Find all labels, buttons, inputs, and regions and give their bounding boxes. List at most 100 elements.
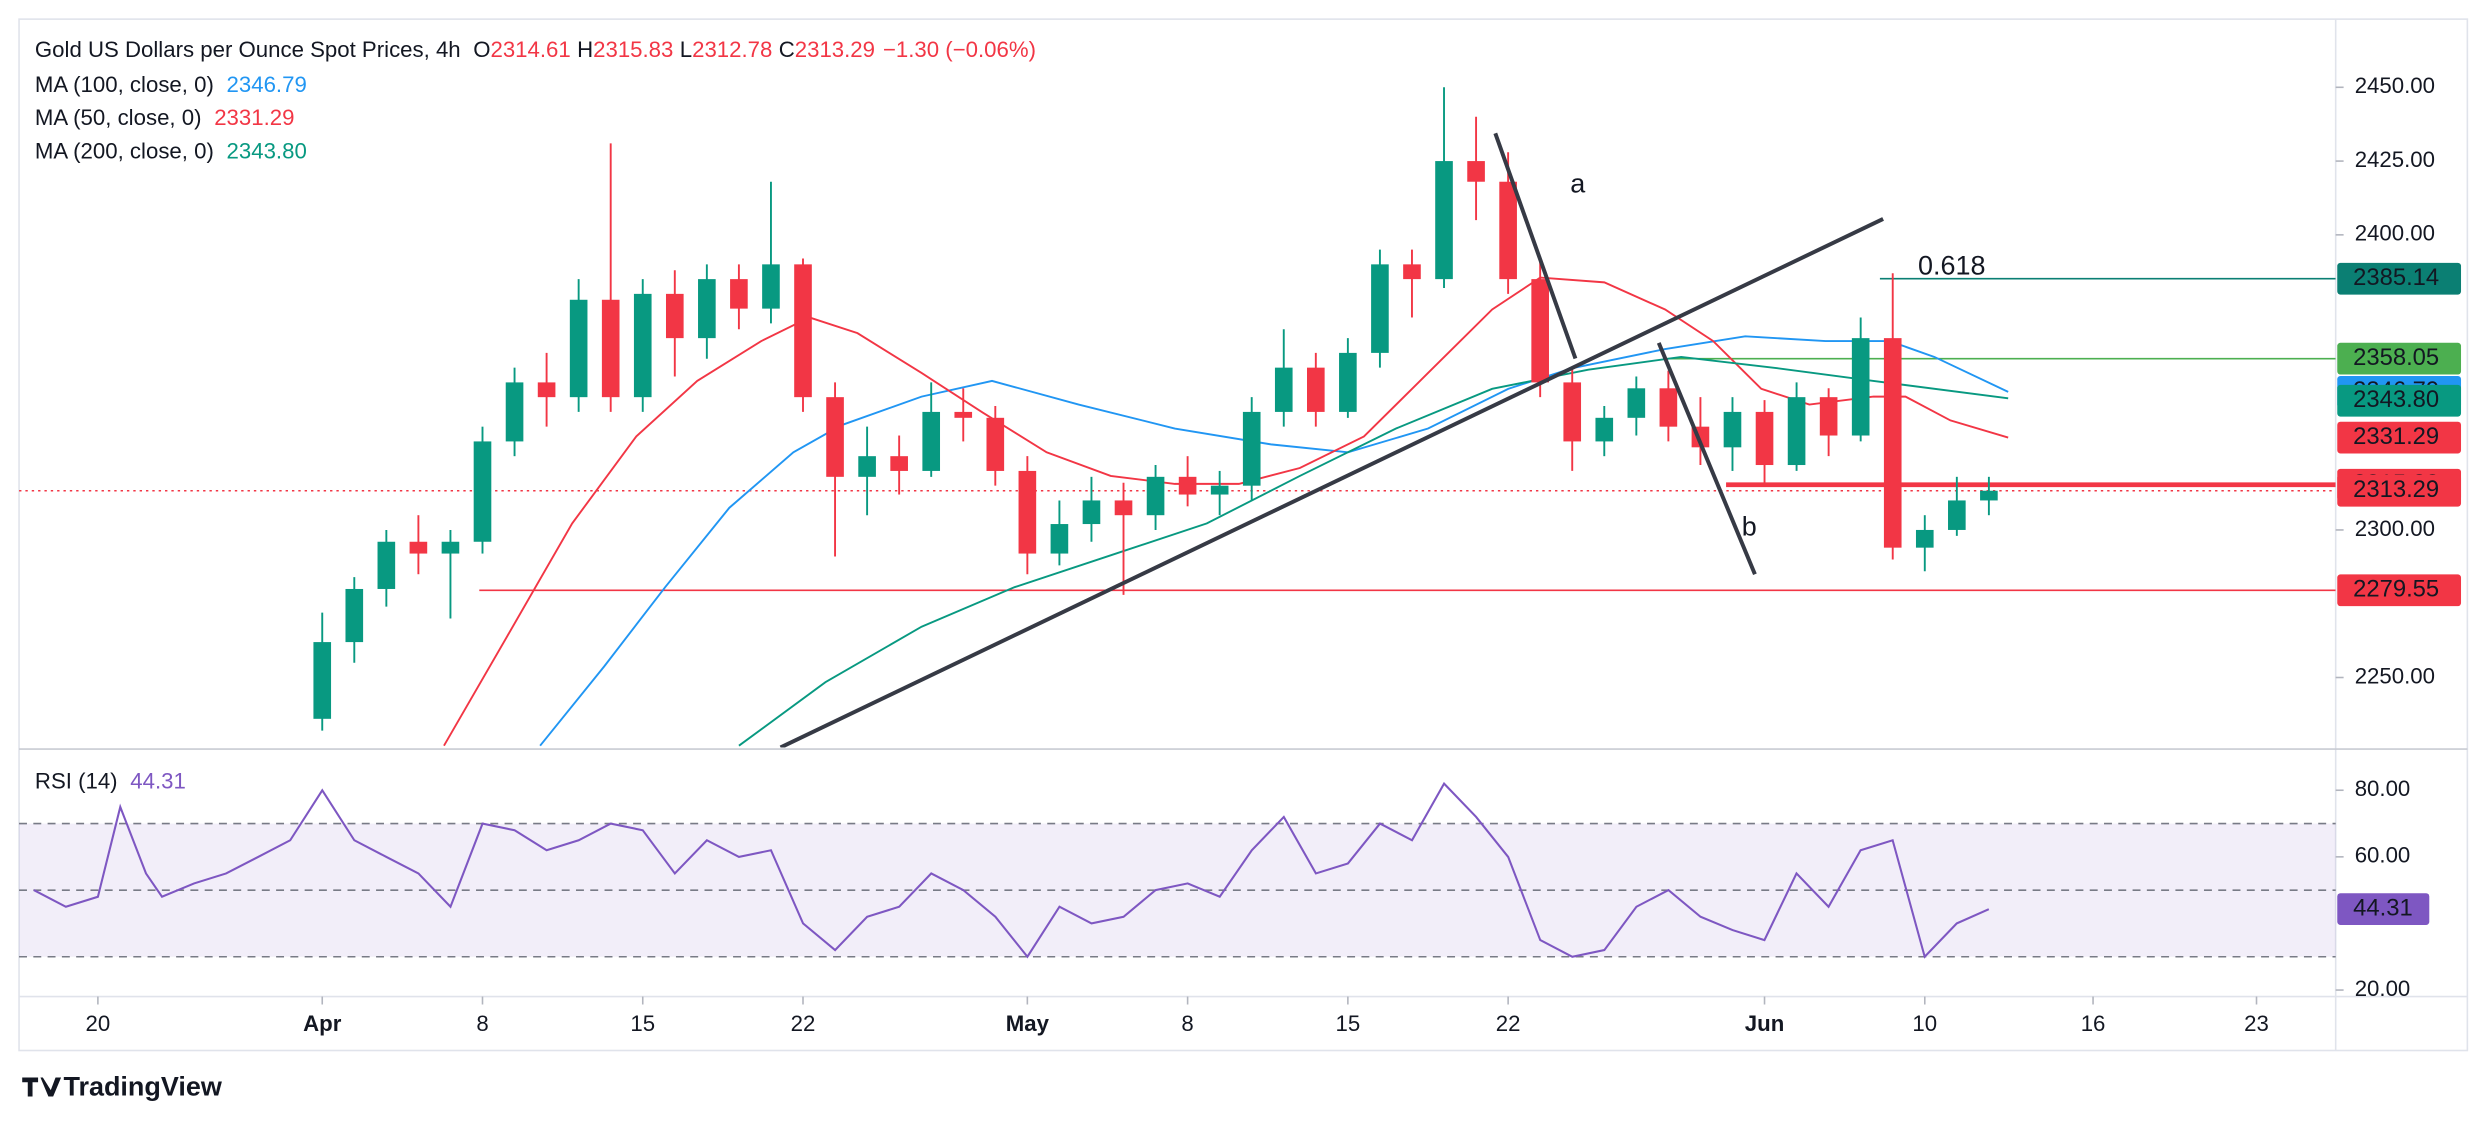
candle-body (1050, 524, 1069, 554)
price-label: 2313.29 (2353, 476, 2439, 503)
level-label: 0.618 (1918, 251, 1986, 281)
x-tick-label: 8 (476, 1011, 488, 1036)
rsi-value: 44.31 (130, 768, 186, 793)
price-label-box (2337, 384, 2462, 417)
candle-body (1114, 500, 1133, 516)
ma-line (539, 335, 2009, 747)
price-label-box (2337, 421, 2462, 454)
candle-body (1178, 476, 1197, 495)
candle-body (1787, 397, 1806, 466)
price-label: 2385.14 (2353, 264, 2439, 291)
ohlc-label: H (577, 37, 593, 62)
candle-body (377, 541, 396, 589)
plot: 0.618 a b 2450.00 2425.00 2400.00 2300.00 2250.… (19, 73, 2462, 1036)
frame (18, 18, 2469, 1052)
candle-body (1755, 411, 1774, 466)
y-tick-label: 2400.00 (2355, 221, 2435, 246)
wave-label: b (1742, 511, 1757, 541)
candle-body (1851, 338, 1870, 436)
candle-body (313, 642, 332, 719)
rsi-line (33, 781, 1990, 959)
candle-body (1499, 181, 1517, 280)
x-tick-label: 22 (791, 1011, 816, 1036)
legend-value: 2331.29 (214, 105, 294, 130)
candle-body (826, 397, 844, 477)
legend-value: 2346.79 (227, 72, 307, 97)
rsi-pane: 80.00 60.00 20.00 RSI (14) 44.31 44.31 (19, 768, 2430, 1001)
wave-label: a (1570, 169, 1585, 199)
x-tick-label: 15 (630, 1011, 655, 1036)
candle-body (473, 441, 492, 542)
x-tick-label: Apr (303, 1011, 342, 1036)
legend-name: MA (50, close, 0) (35, 105, 202, 130)
x-tick-label: 15 (1336, 1011, 1361, 1036)
legend-entry: MA (100, close, 0) 2346.79 (35, 72, 307, 97)
candle-body (1242, 411, 1261, 486)
ohlc-value: 2312.78 (692, 37, 772, 62)
x-tick-label: Jun (1745, 1011, 1784, 1036)
price-label: 2343.80 (2353, 386, 2439, 413)
candle-body (1467, 161, 1485, 182)
candle-body (441, 541, 460, 554)
change: −1.30 (−0.06%) (883, 37, 1036, 62)
ma-line (738, 355, 2009, 747)
rsi-tick-label: 80.00 (2355, 776, 2411, 801)
x-tick-label: 22 (1496, 1011, 1521, 1036)
candle-body (698, 279, 716, 339)
logo: TradingView (22, 1072, 223, 1102)
candle-body (1915, 529, 1934, 548)
candle-body (1595, 417, 1614, 442)
candle-body (1980, 490, 1998, 501)
main-pane: 0.618 a b (19, 87, 2336, 748)
legend-name: MA (200, close, 0) (35, 138, 214, 163)
y-tick-label: 2450.00 (2355, 73, 2435, 98)
ohlc-value: 2314.61 (490, 37, 570, 62)
candle-body (633, 293, 652, 398)
candle-body (1563, 382, 1582, 442)
rsi-value-label: 44.31 (2353, 894, 2413, 921)
price-label: 2279.55 (2353, 576, 2439, 603)
candle-body (1819, 397, 1838, 436)
candle-body (1146, 476, 1165, 516)
ohlc-label: C (779, 37, 795, 62)
candle-body (1018, 470, 1037, 554)
x-tick-label: 20 (86, 1011, 111, 1036)
logo-mark (22, 1077, 62, 1097)
legend-value: 2343.80 (227, 138, 307, 163)
candle-body (537, 382, 556, 398)
y-tick-label: 2425.00 (2355, 147, 2435, 172)
candle-body (890, 456, 908, 471)
rsi-legend: RSI (14) 44.31 (35, 768, 186, 793)
candle-body (409, 541, 428, 554)
ohlc-label: O (473, 37, 490, 62)
y-tick-label: 2250.00 (2355, 663, 2435, 688)
candle-body (1435, 161, 1453, 280)
candle-body (1531, 279, 1549, 383)
price-label-box (2337, 342, 2462, 375)
candle-body (505, 382, 524, 442)
price-label-box (2337, 574, 2462, 607)
candle-body (1883, 338, 1902, 548)
trend-line (1656, 342, 1757, 575)
chart-title: Gold US Dollars per Ounce Spot Prices, 4… (35, 37, 1036, 62)
x-tick-label: May (1006, 1011, 1050, 1036)
candle-body (1339, 352, 1357, 412)
candle-body (986, 417, 1005, 471)
symbol: Gold US Dollars per Ounce Spot Prices, 4… (35, 37, 461, 62)
price-label-box (2337, 474, 2462, 507)
ohlc-label: L (680, 37, 692, 62)
candle-body (665, 293, 684, 339)
candle-body (1307, 367, 1325, 412)
candle-body (601, 299, 620, 398)
candle-body (1082, 500, 1101, 525)
rsi-tick-label: 20.00 (2355, 976, 2411, 1001)
candle-body (1659, 388, 1678, 427)
candle-body (1627, 388, 1646, 418)
trend-line (779, 217, 1884, 748)
candle-body (922, 411, 941, 471)
brand: TradingView (63, 1072, 222, 1102)
trend-line (1493, 132, 1578, 360)
x-tick-label: 8 (1181, 1011, 1193, 1036)
